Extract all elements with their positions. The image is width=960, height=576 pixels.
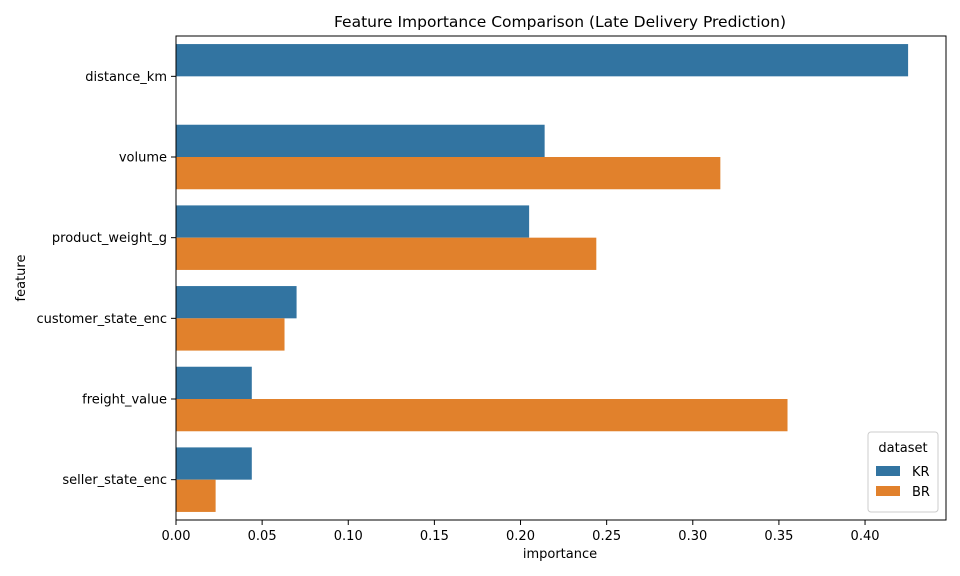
- bar-kr-volume: [176, 124, 545, 157]
- x-tick-label: 0.25: [592, 529, 621, 544]
- x-tick-label: 0.20: [506, 529, 535, 544]
- bar-kr-distance_km: [176, 44, 909, 77]
- x-tick-label: 0.35: [764, 529, 793, 544]
- y-tick-label: volume: [119, 151, 167, 166]
- x-tick-label: 0.00: [162, 529, 191, 544]
- x-tick-label: 0.05: [248, 529, 277, 544]
- legend: dataset KR BR: [867, 431, 939, 513]
- x-tick-label: 0.10: [334, 529, 363, 544]
- y-tick-label: freight_value: [82, 393, 167, 408]
- bar-br-product_weight_g: [176, 237, 597, 270]
- bar-kr-product_weight_g: [176, 205, 530, 238]
- bar-br-freight_value: [176, 399, 788, 432]
- bar-br-customer_state_enc: [176, 318, 285, 351]
- y-tick-label: customer_state_enc: [36, 312, 167, 327]
- plot-frame: [175, 35, 947, 521]
- bar-kr-seller_state_enc: [176, 447, 252, 480]
- legend-title: dataset: [878, 441, 927, 456]
- legend-swatch-br: [876, 486, 900, 496]
- x-tick-label: 0.15: [420, 529, 449, 544]
- y-axis-label: feature: [14, 255, 29, 302]
- x-tick-label: 0.40: [851, 529, 880, 544]
- bar-kr-customer_state_enc: [176, 286, 297, 319]
- legend-label-br: BR: [912, 485, 930, 500]
- chart-title: Feature Importance Comparison (Late Deli…: [334, 13, 786, 31]
- x-axis-label: importance: [523, 547, 597, 562]
- y-tick-label: seller_state_enc: [62, 473, 167, 488]
- y-tick-label: product_weight_g: [52, 231, 167, 246]
- y-tick-label: distance_km: [85, 70, 167, 85]
- bar-br-seller_state_enc: [176, 479, 216, 512]
- legend-swatch-kr: [876, 466, 900, 476]
- legend-label-kr: KR: [912, 465, 930, 480]
- bar-br-volume: [176, 157, 721, 190]
- bar-kr-freight_value: [176, 366, 252, 399]
- x-tick-label: 0.30: [678, 529, 707, 544]
